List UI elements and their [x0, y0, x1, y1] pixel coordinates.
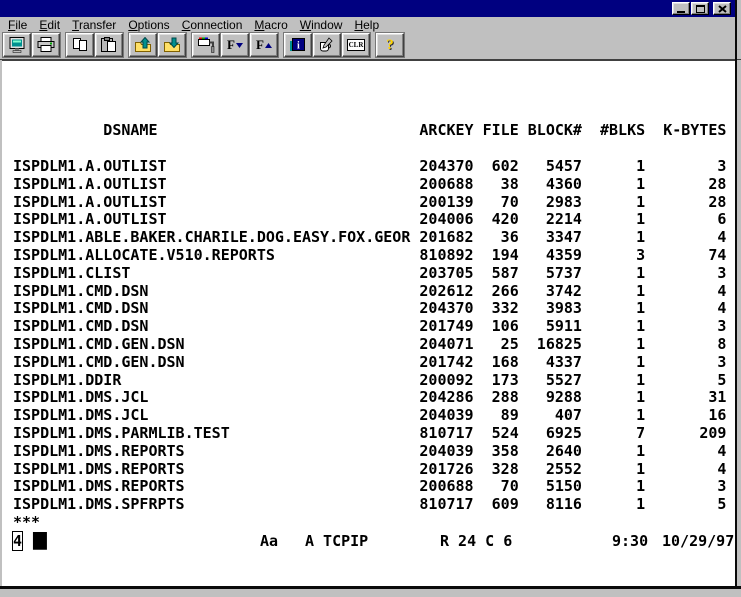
- menu-item-window[interactable]: Window: [299, 18, 343, 32]
- window-right-border: [735, 0, 737, 597]
- toolbar-group-session: [3, 33, 60, 57]
- notes-pencil-icon: [320, 37, 333, 52]
- date-indicator: 10/29/97: [662, 532, 735, 550]
- menu-item-options[interactable]: Options: [128, 18, 170, 32]
- terminal-text: DSNAME ARCKEY FILE BLOCK# #BLKS K-BYTES …: [13, 121, 727, 531]
- svg-text:F: F: [227, 37, 235, 52]
- font-increase-icon: F: [256, 37, 272, 52]
- terminal-screen[interactable]: DSNAME ARCKEY FILE BLOCK# #BLKS K-BYTES …: [2, 60, 735, 586]
- maximize-button[interactable]: [691, 2, 709, 15]
- toolbar-group-clipboard: [66, 33, 123, 57]
- font-decrease-icon: F: [227, 37, 243, 52]
- toolbar-group-help: ?: [376, 33, 404, 57]
- clear-icon: CLR: [346, 39, 366, 51]
- minimize-icon: [677, 10, 685, 13]
- toolbar-group-transfer: [129, 33, 186, 57]
- svg-text:F: F: [256, 37, 264, 52]
- toolbar: F F i: [0, 33, 741, 59]
- help-icon: ?: [386, 36, 394, 53]
- toolbar-group-assist: i CLR: [284, 33, 370, 57]
- menu-item-macro[interactable]: Macro: [254, 18, 288, 32]
- receive-file-button[interactable]: [158, 33, 186, 57]
- svg-text:i: i: [297, 41, 300, 52]
- color-setup-button[interactable]: [192, 33, 220, 57]
- window-bottom-border: [0, 586, 741, 597]
- menu-item-help[interactable]: Help: [354, 18, 380, 32]
- oia-status-row: 4 █ Aa A TCPIP R 24 C 6 9:30 10/29/97: [11, 531, 735, 552]
- case-indicator: Aa: [260, 532, 279, 550]
- minimize-button[interactable]: [672, 2, 690, 15]
- menu-bar: File Edit Transfer Options Connection Macro Wi…: [0, 17, 741, 33]
- cursor-block: █: [33, 532, 47, 550]
- monitor-icon: [9, 36, 25, 53]
- file-upload-icon: [135, 37, 151, 52]
- menu-item-edit[interactable]: Edit: [39, 18, 61, 32]
- toolbar-separator: [0, 59, 741, 60]
- index-button[interactable]: i: [284, 33, 312, 57]
- copy-icon: [73, 38, 87, 51]
- menu-item-transfer[interactable]: Transfer: [72, 18, 117, 32]
- paste-button[interactable]: [95, 33, 123, 57]
- close-icon: [717, 4, 727, 13]
- toolbar-group-appearance: F F: [192, 33, 278, 57]
- help-button[interactable]: ?: [376, 33, 404, 57]
- menu-item-file[interactable]: File: [8, 18, 28, 32]
- paint-roller-icon: [198, 37, 215, 53]
- title-bar[interactable]: [0, 0, 735, 17]
- font-larger-button[interactable]: F: [250, 33, 278, 57]
- maximize-icon: [695, 4, 705, 13]
- send-file-button[interactable]: [129, 33, 157, 57]
- session-button[interactable]: [3, 33, 31, 57]
- cursor-position: R 24 C 6: [440, 532, 513, 550]
- clear-button[interactable]: CLR: [342, 33, 370, 57]
- session-id-indicator: 4: [11, 531, 24, 551]
- copy-button[interactable]: [66, 33, 94, 57]
- menu-item-connection[interactable]: Connection: [181, 18, 243, 32]
- font-smaller-button[interactable]: F: [221, 33, 249, 57]
- close-button[interactable]: [713, 2, 731, 15]
- notes-button[interactable]: [313, 33, 341, 57]
- print-button[interactable]: [32, 33, 60, 57]
- connection-indicator: A TCPIP: [305, 532, 369, 550]
- printer-icon: [37, 37, 55, 52]
- file-download-icon: [164, 37, 180, 52]
- clock-indicator: 9:30: [612, 532, 649, 550]
- paste-icon: [101, 37, 116, 52]
- info-icon: i: [290, 38, 305, 52]
